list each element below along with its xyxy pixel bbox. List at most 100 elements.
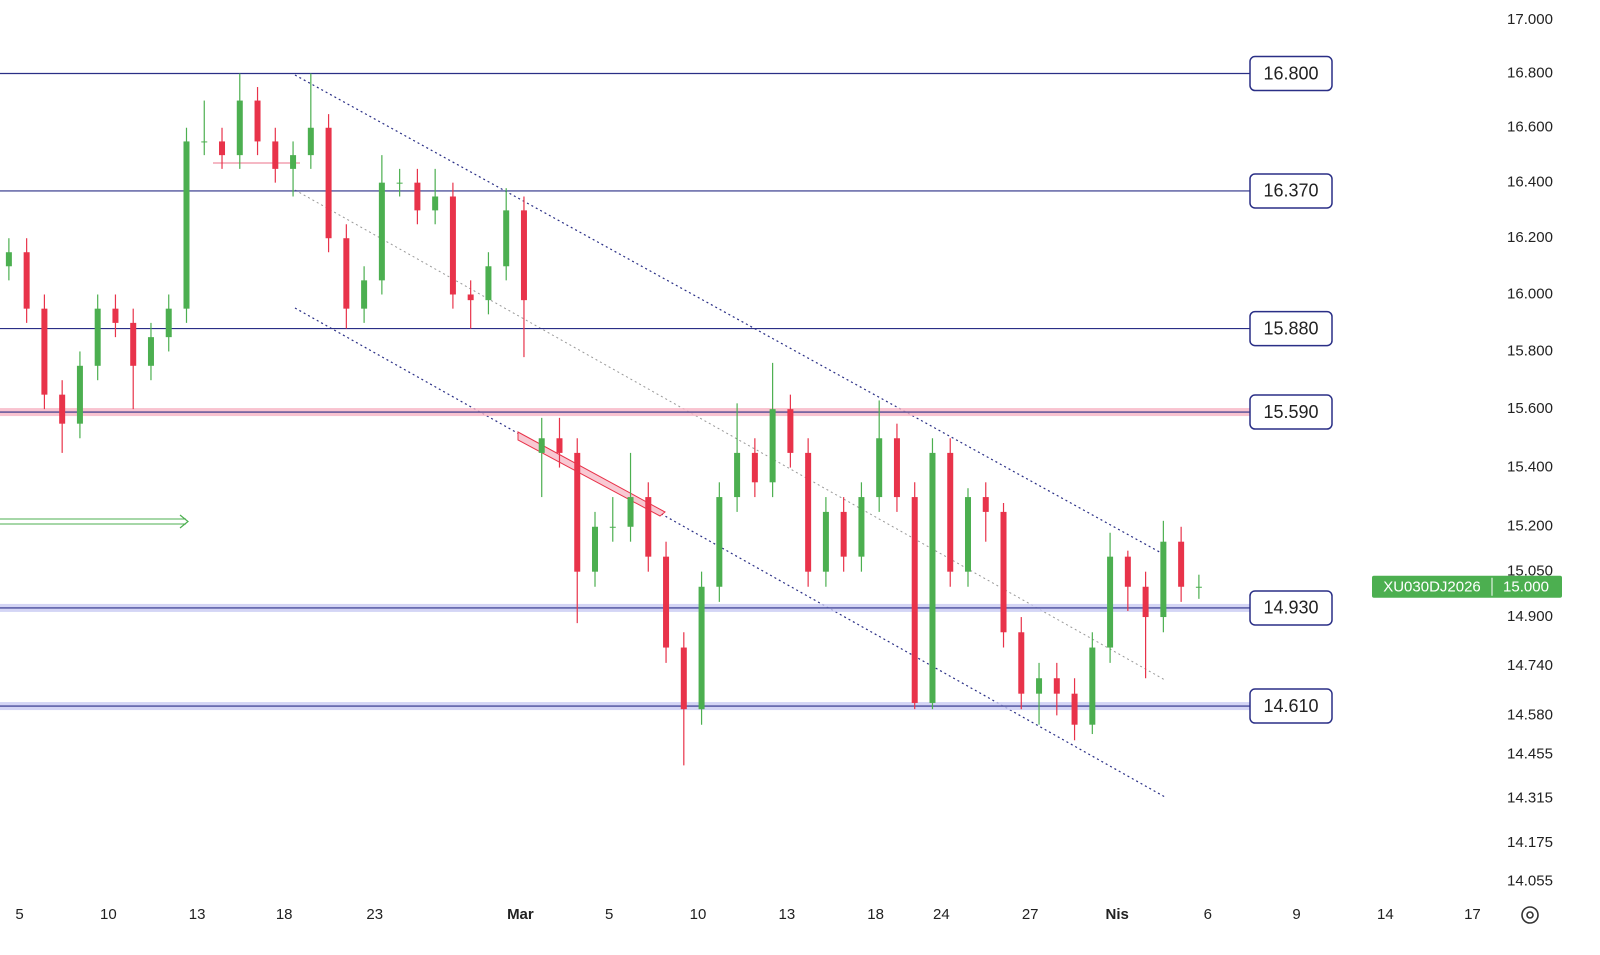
candle-body	[1160, 541, 1167, 618]
candle-body	[751, 452, 758, 483]
candle-body	[1142, 586, 1149, 618]
y-tick-label: 16.800	[1507, 64, 1553, 81]
candle-body	[112, 308, 119, 323]
x-tick-label: 18	[867, 906, 884, 923]
candle-body	[645, 497, 652, 557]
candle-body	[964, 497, 971, 572]
level-label: 16.800	[1263, 63, 1318, 83]
candle-body	[23, 252, 30, 309]
candle-body	[574, 452, 581, 572]
x-tick-label: 5	[15, 906, 23, 923]
channel-middle	[294, 189, 1166, 681]
y-tick-label: 14.455	[1507, 745, 1553, 762]
x-tick-label: 5	[605, 906, 613, 923]
y-tick-label: 14.175	[1507, 834, 1553, 851]
x-tick-label: Nis	[1106, 906, 1129, 923]
candle-body	[911, 497, 918, 703]
level-box	[1249, 590, 1333, 626]
candle-body	[1124, 556, 1131, 587]
x-tick-label: Mar	[507, 906, 534, 923]
candle-body	[1018, 632, 1025, 694]
candle-body	[840, 511, 847, 557]
drawings	[0, 74, 1166, 798]
candle-body	[414, 182, 421, 211]
level-label: 16.370	[1263, 181, 1318, 201]
level-box	[1249, 688, 1333, 724]
channel-upper	[294, 74, 1166, 556]
candle-body	[1053, 678, 1060, 694]
x-tick-label: 17	[1464, 906, 1481, 923]
candle-body	[183, 141, 190, 309]
candle-body	[787, 409, 794, 453]
y-tick-label: 14.580	[1507, 706, 1553, 723]
candle-body	[396, 182, 403, 184]
candle-body	[876, 438, 883, 498]
channel-lower	[294, 307, 1166, 798]
candle-body	[290, 155, 297, 169]
candle-body	[627, 497, 634, 527]
settings-ring[interactable]	[1521, 906, 1539, 924]
candle-body	[432, 196, 439, 211]
candle-body	[556, 438, 563, 453]
x-tick-label: 24	[933, 906, 950, 923]
y-tick-label: 16.600	[1507, 119, 1553, 136]
level-label: 14.610	[1263, 696, 1318, 716]
x-tick-label: 10	[690, 906, 707, 923]
candle-body	[5, 252, 12, 267]
green-arrow-head	[179, 514, 189, 529]
candle-body	[893, 438, 900, 498]
settings-icon[interactable]	[1521, 906, 1539, 924]
candle-body	[467, 294, 474, 301]
candle-body	[272, 141, 279, 169]
candle-body	[680, 647, 687, 710]
symbol-label: XU030DJ2026	[1383, 579, 1481, 596]
y-tick-label: 15.050	[1507, 563, 1553, 580]
level-label: 14.930	[1263, 598, 1318, 618]
candle-body	[822, 511, 829, 572]
y-tick-label: 16.000	[1507, 285, 1553, 302]
y-tick-label: 16.200	[1507, 229, 1553, 246]
candle-body	[698, 586, 705, 710]
y-tick-label: 14.055	[1507, 872, 1553, 889]
y-tick-label: 16.400	[1507, 174, 1553, 191]
x-tick-label: 18	[276, 906, 293, 923]
candle-body	[59, 394, 66, 424]
level-label: 15.590	[1263, 402, 1318, 422]
candle-body	[307, 127, 314, 156]
candle-body	[663, 556, 670, 648]
x-tick-label: 14	[1377, 906, 1394, 923]
red-channel	[517, 431, 666, 517]
candle-body	[485, 266, 492, 301]
candle-body	[361, 280, 368, 309]
candle-body	[219, 141, 226, 156]
candle-body	[94, 308, 101, 366]
candle-body	[147, 337, 154, 366]
candle-body	[769, 409, 776, 483]
candle-body	[1195, 586, 1202, 588]
settings-hub[interactable]	[1526, 911, 1534, 919]
candle-body	[378, 182, 385, 281]
candle-body	[254, 100, 261, 142]
candle-body	[41, 308, 48, 395]
candle-body	[609, 526, 616, 528]
candle-body	[343, 238, 350, 309]
x-tick-label: 6	[1204, 906, 1212, 923]
level-label: 15.880	[1263, 318, 1318, 338]
candle-body	[982, 497, 989, 512]
candle-body	[805, 452, 812, 572]
candle-body	[236, 100, 243, 156]
candle-body	[947, 452, 954, 572]
candle-body	[1071, 693, 1078, 725]
candle-body	[76, 365, 83, 424]
candle-body	[716, 497, 723, 587]
candle-body	[1178, 541, 1185, 587]
candle-body	[1000, 511, 1007, 633]
level-box	[1249, 55, 1333, 92]
candle-body	[325, 127, 332, 239]
y-tick-label: 14.315	[1507, 789, 1553, 806]
level-box	[1249, 173, 1333, 209]
candle-body	[858, 497, 865, 557]
last-price-label: 15.000	[1503, 579, 1549, 596]
